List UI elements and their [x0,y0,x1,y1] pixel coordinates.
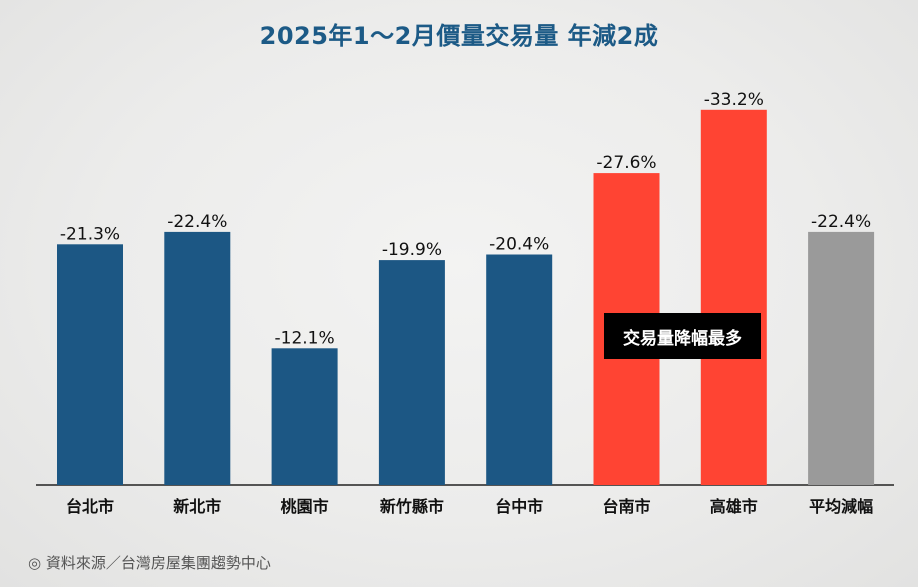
category-label-5: 台南市 [602,497,650,516]
bar-6 [700,109,767,486]
bar-3 [378,260,445,485]
value-label-5: -27.6% [596,153,656,173]
callout-most-decline: 交易量降幅最多 [604,313,761,359]
bar-2 [271,348,338,485]
value-label-7: -22.4% [811,212,871,232]
value-label-0: -21.3% [60,224,120,244]
category-label-2: 桃園市 [281,497,329,516]
bar-1 [164,231,231,485]
category-label-7: 平均減幅 [809,497,873,516]
category-label-0: 台北市 [66,497,114,516]
category-label-1: 新北市 [173,497,221,516]
value-label-6: -33.2% [704,90,764,110]
category-label-6: 高雄市 [710,497,758,516]
bar-0 [57,244,123,485]
category-label-3: 新竹縣市 [380,497,444,516]
bar-4 [486,254,553,485]
bar-7 [808,231,875,485]
chart-title: 2025年1～2月價量交易量 年減2成 [259,22,659,50]
value-label-4: -20.4% [489,235,549,255]
source-note: ◎ 資料來源／台灣房屋集團趨勢中心 [28,554,271,572]
value-label-2: -12.1% [275,328,335,348]
value-label-3: -19.9% [382,240,442,260]
category-label-4: 台中市 [495,497,543,516]
value-label-1: -22.4% [167,212,227,232]
